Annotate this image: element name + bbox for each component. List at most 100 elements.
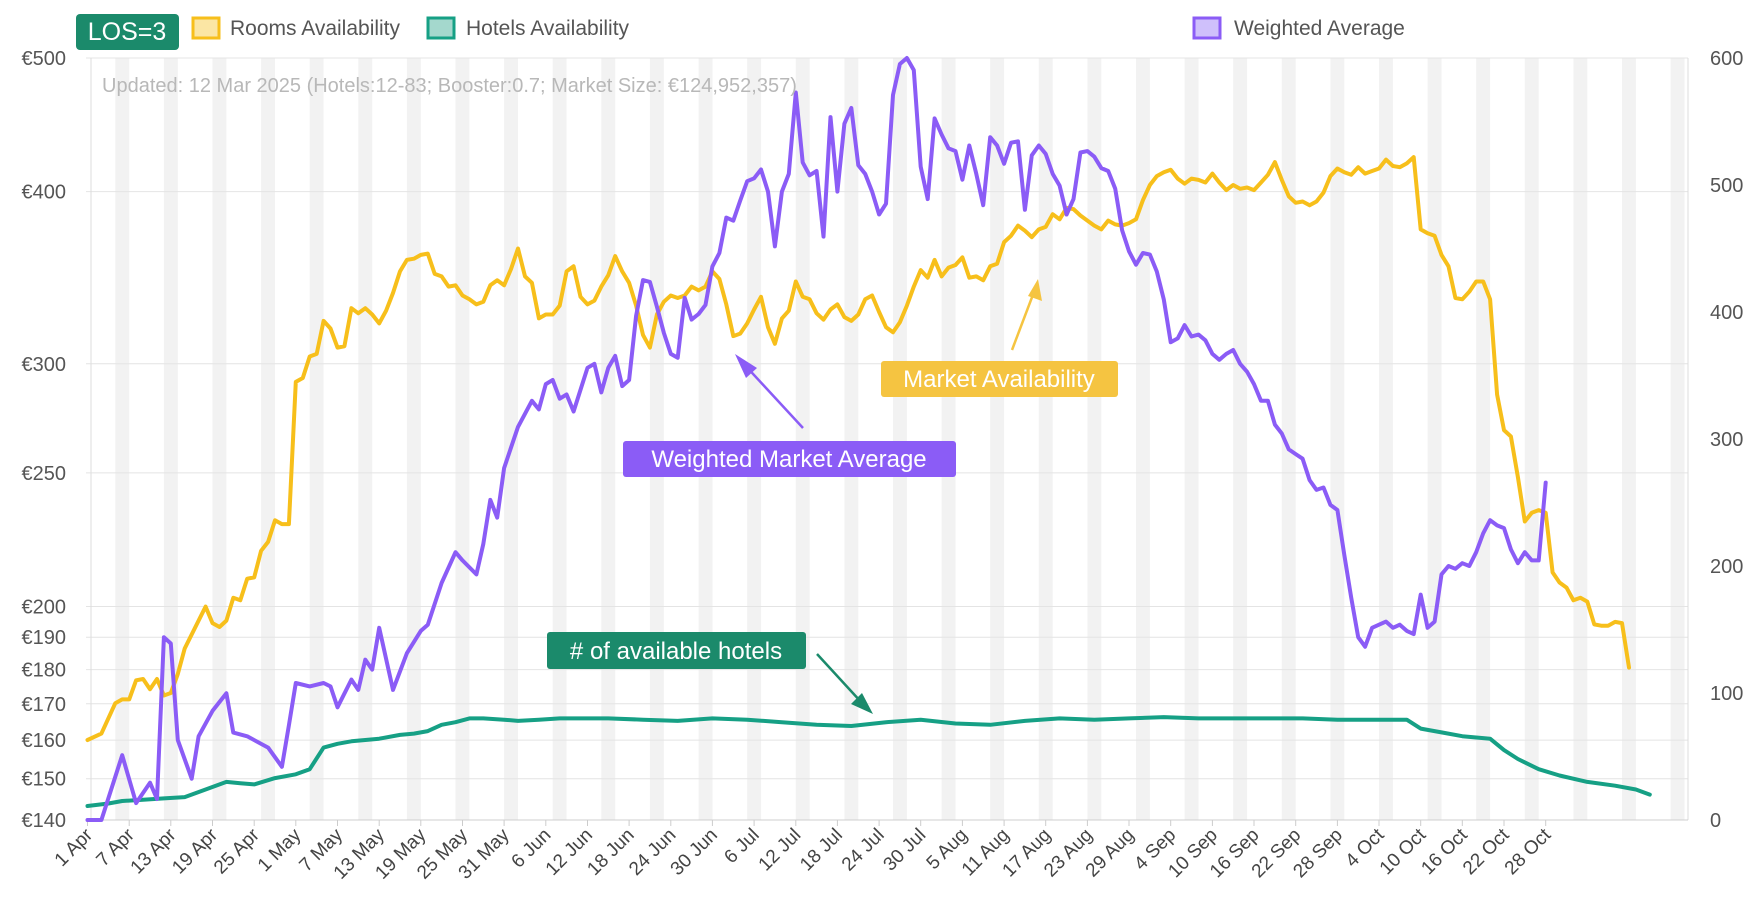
weekend-band [1233, 58, 1248, 820]
weekend-band [893, 58, 907, 820]
weekend-band [1136, 58, 1150, 820]
weekend-band [455, 58, 470, 820]
weekend-band [212, 58, 227, 820]
annotation-arrowhead-weighted [735, 354, 757, 378]
legend-swatch-rooms [191, 16, 221, 40]
weekend-band [406, 58, 421, 820]
y-left-tick-label: €190 [22, 627, 67, 649]
series-layer [85, 56, 1652, 822]
y-left-tick-label: €140 [22, 810, 67, 832]
y-left-tick-label: €250 [22, 463, 67, 485]
y-left-tick-label: €200 [22, 597, 67, 619]
weekend-band [552, 58, 567, 820]
los-badge[interactable] [76, 14, 179, 50]
annotation-label-weighted: Weighted Market Average [651, 446, 926, 473]
legend-item-hotels[interactable]: Hotels Availability [426, 16, 630, 40]
annotation-box-weighted [623, 441, 956, 477]
weekend-band [261, 58, 275, 820]
y-right-tick-label: 300 [1710, 429, 1743, 451]
x-tick-label: 30 Jun [667, 825, 722, 880]
y-right-tick-label: 500 [1710, 175, 1743, 197]
weekend-band [1573, 58, 1588, 820]
weekend-band [698, 58, 713, 820]
y-axis-left: €140 €150 €160 €170 €180 €190 €200 €250 €300 €400… [22, 48, 67, 832]
annotation-label-market: Market Availability [903, 366, 1095, 393]
y-left-tick-label: €160 [22, 730, 67, 752]
weekend-band [844, 58, 859, 820]
series-line-rooms-availability [85, 155, 1631, 742]
legend-item-weighted[interactable]: Weighted Average [1192, 16, 1405, 40]
y-right-tick-label: 600 [1710, 48, 1743, 70]
x-tick-label: 22 Oct [1459, 824, 1514, 879]
weekend-band [504, 58, 518, 820]
weekend-bands [115, 58, 1685, 820]
y-left-tick-label: €150 [22, 769, 67, 791]
weekend-band [1281, 58, 1296, 820]
y-left-tick-label: €180 [22, 660, 67, 682]
weekend-band [1427, 58, 1442, 820]
x-tick-label: 18 Jul [796, 825, 847, 876]
y-right-tick-label: 0 [1710, 810, 1721, 832]
weekend-band [1670, 58, 1685, 820]
x-tick-label: 30 Jul [880, 825, 931, 876]
y-left-tick-label: €170 [22, 694, 67, 716]
weekend-band [358, 58, 373, 820]
weekend-band [1524, 58, 1539, 820]
x-tick-label: 13 Apr [127, 824, 181, 878]
weekend-band [795, 58, 810, 820]
weekend-band [601, 58, 616, 820]
y-right-tick-label: 400 [1710, 302, 1743, 324]
annotation-arrow-market [1010, 291, 1036, 351]
x-tick-label: 12 Jul [755, 825, 806, 876]
annotation-label-hotels: # of available hotels [570, 638, 782, 665]
x-tick-label: 28 Oct [1501, 824, 1556, 879]
weekend-band [163, 58, 178, 820]
annotation-available-hotels: # of available hotels [547, 632, 873, 714]
y-right-tick-label: 200 [1710, 556, 1743, 578]
legend: LOS=3 Rooms Availability Hotels Availabi… [76, 14, 1405, 50]
legend-label-weighted: Weighted Average [1234, 17, 1405, 40]
chart-subtitle: Updated: 12 Mar 2025 (Hotels:12-83; Boos… [102, 75, 797, 97]
x-tick-label: 16 Oct [1417, 824, 1472, 879]
weekend-band [990, 58, 1005, 820]
weekend-band [1038, 58, 1053, 820]
y-axis-right: 0 100 200 300 400 500 600 [1710, 48, 1743, 832]
legend-label-hotels: Hotels Availability [466, 17, 630, 40]
annotation-market-availability: Market Availability [881, 279, 1118, 397]
series-line-hotels-availability [85, 715, 1652, 808]
legend-swatch-weighted [1192, 16, 1222, 40]
los-badge-label: LOS=3 [88, 18, 167, 46]
legend-label-rooms: Rooms Availability [230, 17, 401, 40]
annotation-arrowhead-hotels [851, 693, 873, 714]
weekend-band [1379, 58, 1393, 820]
y-left-tick-label: €500 [22, 48, 67, 70]
weekend-band [1087, 58, 1102, 820]
weekend-band [747, 58, 762, 820]
weekend-band [1622, 58, 1636, 820]
y-left-tick-label: €400 [22, 182, 67, 204]
x-tick-label: 25 Apr [210, 824, 264, 878]
x-tick-label: 19 Apr [168, 824, 222, 878]
weekend-band [115, 58, 130, 820]
weekend-band [649, 58, 664, 820]
annotation-box-hotels [547, 632, 806, 669]
y-right-tick-label: 100 [1710, 683, 1743, 705]
legend-swatch-hotels [426, 16, 456, 40]
annotation-arrow-weighted [741, 361, 804, 429]
series-line-weighted-average [85, 56, 1548, 822]
weekend-band [1184, 58, 1199, 820]
annotation-arrow-hotels [816, 653, 863, 704]
weekend-band [1476, 58, 1491, 820]
weekend-band [309, 58, 324, 820]
x-tick-label: 10 Oct [1376, 824, 1431, 879]
y-left-tick-label: €300 [22, 354, 67, 376]
x-tick-label: 1 May [254, 824, 306, 876]
annotation-arrowhead-market [1028, 279, 1042, 301]
weekend-band [1330, 58, 1345, 820]
annotation-box-market [881, 361, 1118, 397]
weekend-band [941, 58, 956, 820]
x-tick-label: 24 Jul [838, 825, 889, 876]
legend-item-rooms[interactable]: Rooms Availability [191, 16, 401, 40]
